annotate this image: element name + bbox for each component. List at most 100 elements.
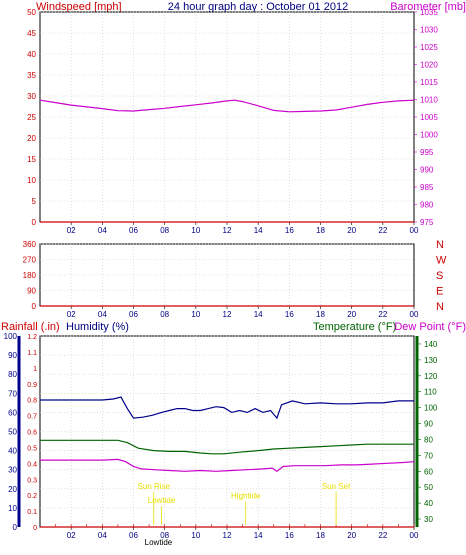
wind-baro-x-tick-label: 04 — [98, 226, 107, 235]
climate-x-tick-label: 12 — [223, 531, 232, 540]
rainfall-tick-label: 0.7 — [27, 414, 37, 421]
barometer-tick-label: 1030 — [420, 26, 438, 35]
barometer-tick-label: 1000 — [420, 131, 438, 140]
wind-baro-x-tick-label: 02 — [67, 226, 76, 235]
direction-x-tick-label: 04 — [98, 310, 107, 319]
wind-baro-x-tick-label: 08 — [160, 226, 169, 235]
humidity-line — [40, 396, 414, 420]
climate-x-tick-label: 14 — [254, 531, 263, 540]
direction-x-tick-label: 06 — [129, 310, 138, 319]
climate-x-tick-label: 22 — [378, 531, 387, 540]
chart-title: 24 hour graph day : October 01 2012 — [168, 1, 348, 13]
barometer-tick-label: 1010 — [420, 96, 438, 105]
compass-label: S — [436, 270, 443, 282]
windspeed-tick-label: 30 — [27, 92, 36, 101]
direction-x-tick-label: 02 — [67, 310, 76, 319]
humidity-tick-label: 50 — [8, 428, 17, 437]
temperature-tick-label: 120 — [424, 372, 438, 381]
humidity-tick-label: 90 — [8, 351, 17, 360]
direction-x-tick-label: 10 — [191, 310, 200, 319]
rainfall-tick-label: 0.1 — [27, 509, 37, 516]
rainfall-tick-label: 0.8 — [27, 398, 37, 405]
tide-sun-annotation: Hightide — [231, 491, 261, 500]
tide-sun-annotation: Lowtide — [148, 496, 176, 505]
tide-sun-annotation: Lowtide — [145, 538, 173, 547]
direction-x-tick-label: 22 — [378, 310, 387, 319]
temperature-tick-label: 30 — [424, 515, 433, 524]
direction-x-tick-label: 18 — [316, 310, 325, 319]
tide-sun-annotation: Sun Rise — [138, 482, 171, 491]
climate-x-tick-label: 20 — [347, 531, 356, 540]
humidity-tick-label: 20 — [8, 485, 17, 494]
humidity-tick-label: 80 — [8, 370, 17, 379]
temperature-axis-title: Temperature (°F) — [313, 321, 396, 333]
barometer-tick-label: 1015 — [420, 78, 438, 87]
climate-x-tick-label: 18 — [316, 531, 325, 540]
windspeed-tick-label: 0 — [32, 218, 37, 227]
tide-sun-annotation: Sun Set — [322, 482, 351, 491]
direction-degree-label: 0 — [32, 302, 37, 311]
temperature-tick-label: 140 — [424, 340, 438, 349]
dewpoint-axis-title: Dew Point (°F) — [394, 321, 466, 333]
wind-baro-x-tick-label: 10 — [191, 226, 200, 235]
wind-baro-x-tick-label: 22 — [378, 226, 387, 235]
climate-x-tick-label: 02 — [67, 531, 76, 540]
wind-baro-x-tick-label: 14 — [254, 226, 263, 235]
climate-x-tick-label: 10 — [191, 531, 200, 540]
climate-x-tick-label: 08 — [160, 531, 169, 540]
wind-baro-x-tick-label: 12 — [223, 226, 232, 235]
temperature-tick-label: 110 — [424, 388, 437, 397]
rainfall-tick-label: 0.4 — [27, 461, 37, 468]
rainfall-axis-title: Rainfall (.in) — [1, 321, 60, 333]
direction-x-tick-label: 08 — [160, 310, 169, 319]
rainfall-tick-label: 1.1 — [27, 350, 37, 357]
barometer-line — [39, 99, 415, 113]
rainfall-tick-label: 0.3 — [27, 477, 37, 484]
direction-degree-label: 270 — [23, 256, 37, 265]
climate-x-tick-label: 06 — [129, 531, 138, 540]
dewpoint-line — [40, 458, 415, 473]
data-layer — [39, 99, 415, 528]
humidity-tick-label: 100 — [4, 332, 18, 341]
temperature-tick-label: 60 — [424, 467, 433, 476]
humidity-tick-label: 70 — [8, 389, 17, 398]
temperature-tick-label: 70 — [424, 451, 433, 460]
rainfall-tick-label: 1.2 — [27, 334, 37, 341]
direction-degree-label: 180 — [23, 271, 37, 280]
barometer-tick-label: 980 — [420, 201, 434, 210]
temperature-tick-label: 130 — [424, 356, 438, 365]
barometer-tick-label: 975 — [420, 218, 434, 227]
wind-baro-x-tick-label: 16 — [285, 226, 294, 235]
wind-baro-x-tick-label: 18 — [316, 226, 325, 235]
climate-x-tick-label: 00 — [410, 531, 419, 540]
direction-x-tick-label: 16 — [285, 310, 294, 319]
temperature-tick-label: 40 — [424, 499, 433, 508]
humidity-axis-title: Humidity (%) — [66, 321, 129, 333]
humidity-tick-label: 60 — [8, 408, 17, 417]
rainfall-tick-label: 0.5 — [27, 445, 37, 452]
direction-x-tick-label: 20 — [347, 310, 356, 319]
temperature-tick-label: 90 — [424, 420, 433, 429]
wind-baro-x-tick-label: 06 — [129, 226, 138, 235]
windspeed-tick-label: 35 — [27, 71, 36, 80]
rainfall-tick-label: 0.9 — [27, 382, 37, 389]
barometer-tick-label: 1025 — [420, 43, 438, 52]
windspeed-tick-label: 45 — [27, 29, 36, 38]
wind-baro-x-tick-label: 20 — [347, 226, 356, 235]
windspeed-tick-label: 5 — [32, 197, 37, 206]
temperature-tick-label: 100 — [424, 404, 438, 413]
climate-x-tick-label: 04 — [98, 531, 107, 540]
tick-label-layer: 0510152025303540455097598098599099510001… — [4, 8, 447, 547]
rainfall-tick-label: 0.2 — [27, 493, 37, 500]
direction-x-tick-label: 12 — [223, 310, 232, 319]
grid-layer — [17, 11, 421, 530]
compass-label: E — [436, 286, 443, 298]
direction-x-tick-label: 00 — [410, 310, 419, 319]
barometer-tick-label: 990 — [420, 166, 434, 175]
humidity-tick-label: 30 — [8, 466, 17, 475]
compass-label: N — [436, 301, 444, 313]
rainfall-tick-label: 1 — [33, 366, 37, 373]
barometer-tick-label: 995 — [420, 148, 434, 157]
windspeed-tick-label: 15 — [27, 155, 36, 164]
